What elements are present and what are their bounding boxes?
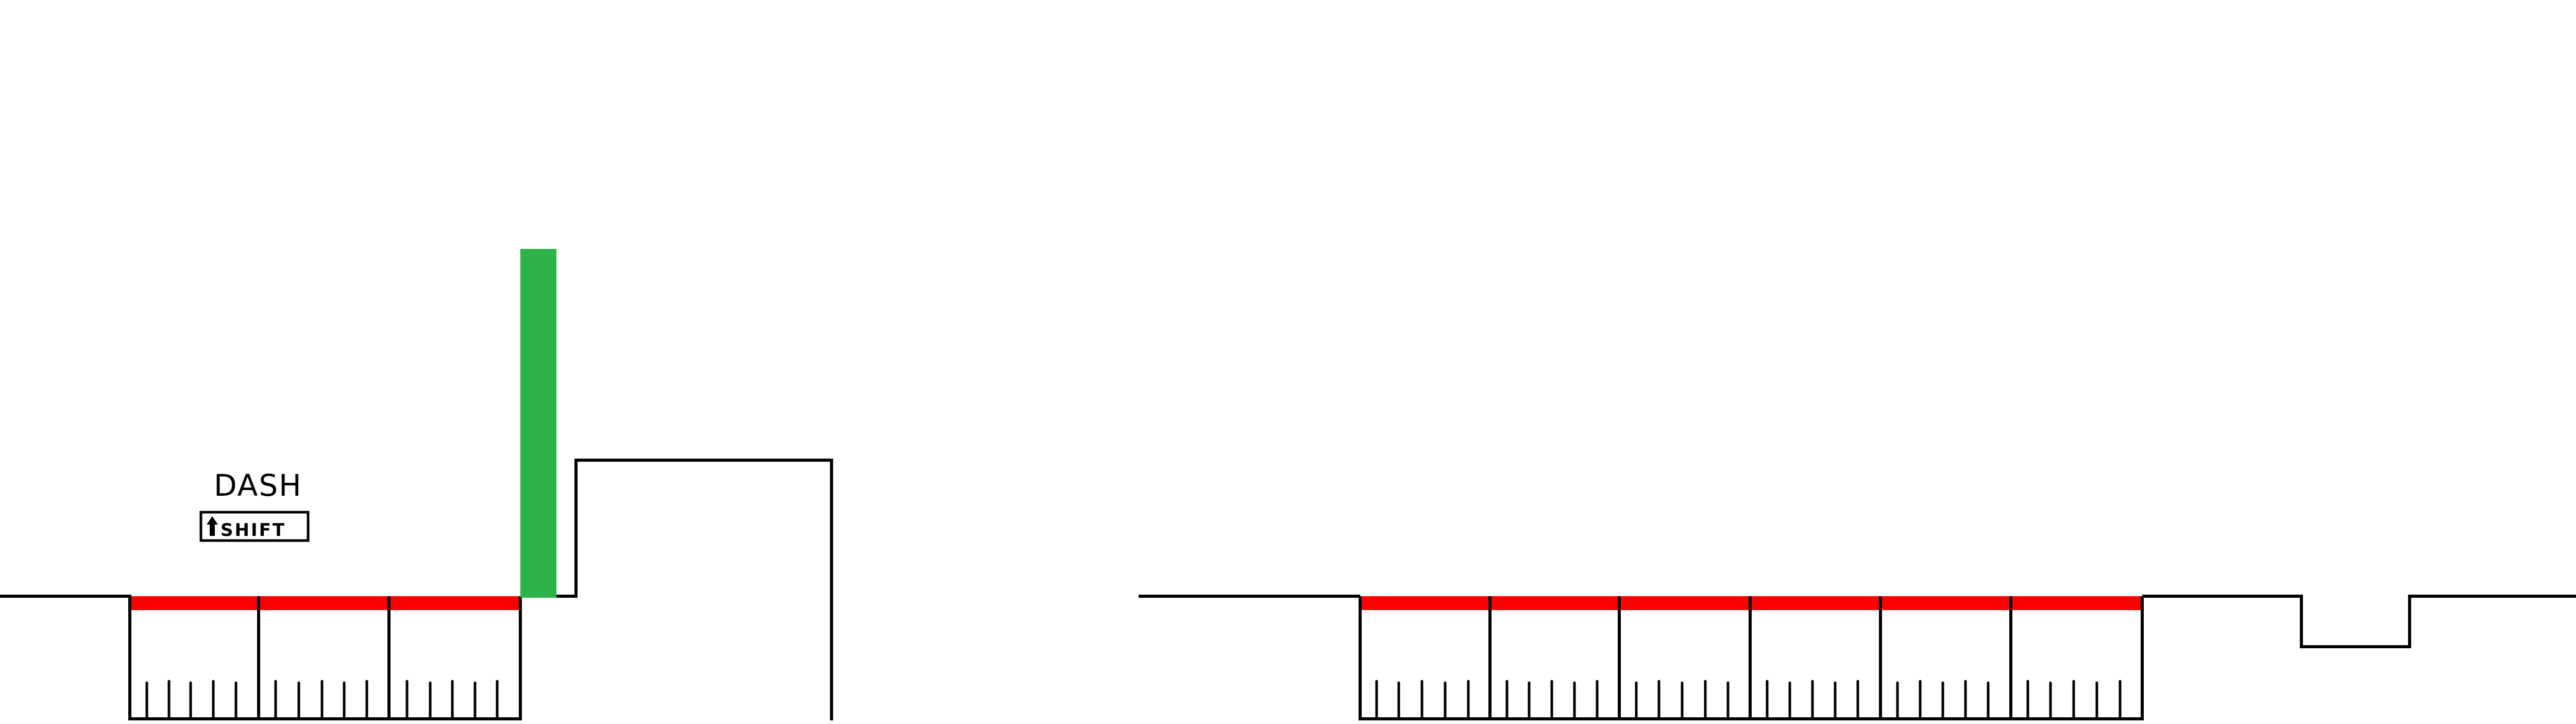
spike-pit-group-left — [128, 596, 522, 720]
key-frame — [199, 511, 310, 542]
spike-pit — [1749, 596, 1882, 720]
hazard-strip — [2012, 596, 2141, 610]
hazard-strip — [1621, 596, 1749, 610]
hazard-strip — [1882, 596, 2009, 610]
hazard-strip-group — [1362, 596, 2141, 610]
spike-pit — [1488, 596, 1621, 720]
hazard-strip-group — [131, 596, 519, 610]
hazard-strip — [391, 596, 519, 610]
spike-pit-group-right — [1359, 596, 2144, 720]
shift-key: SHIFT — [199, 511, 310, 542]
hazard-strip — [260, 596, 387, 610]
hazard-strip — [1752, 596, 1879, 610]
spike-pit — [257, 596, 391, 720]
spike-pit — [1359, 596, 1492, 720]
hazard-strip — [1362, 596, 1488, 610]
dash-label: DASH — [214, 468, 302, 503]
hazard-strip — [1492, 596, 1618, 610]
spike-pit — [387, 596, 522, 720]
key-label: SHIFT — [221, 520, 286, 541]
ground-right — [1139, 595, 2576, 648]
tutorial-hint: DASH SHIFT — [199, 468, 310, 542]
spike-pit — [1618, 596, 1752, 720]
spike-row — [145, 680, 499, 719]
spike-row — [1375, 680, 2122, 719]
spike-pit — [2009, 596, 2144, 720]
spike-pit — [1879, 596, 2012, 720]
hazard-strip — [131, 596, 257, 610]
shift-arrow-icon — [207, 516, 218, 536]
raised-platform — [556, 459, 833, 720]
checkpoint-pillar — [520, 249, 556, 598]
spike-pit — [128, 596, 260, 720]
